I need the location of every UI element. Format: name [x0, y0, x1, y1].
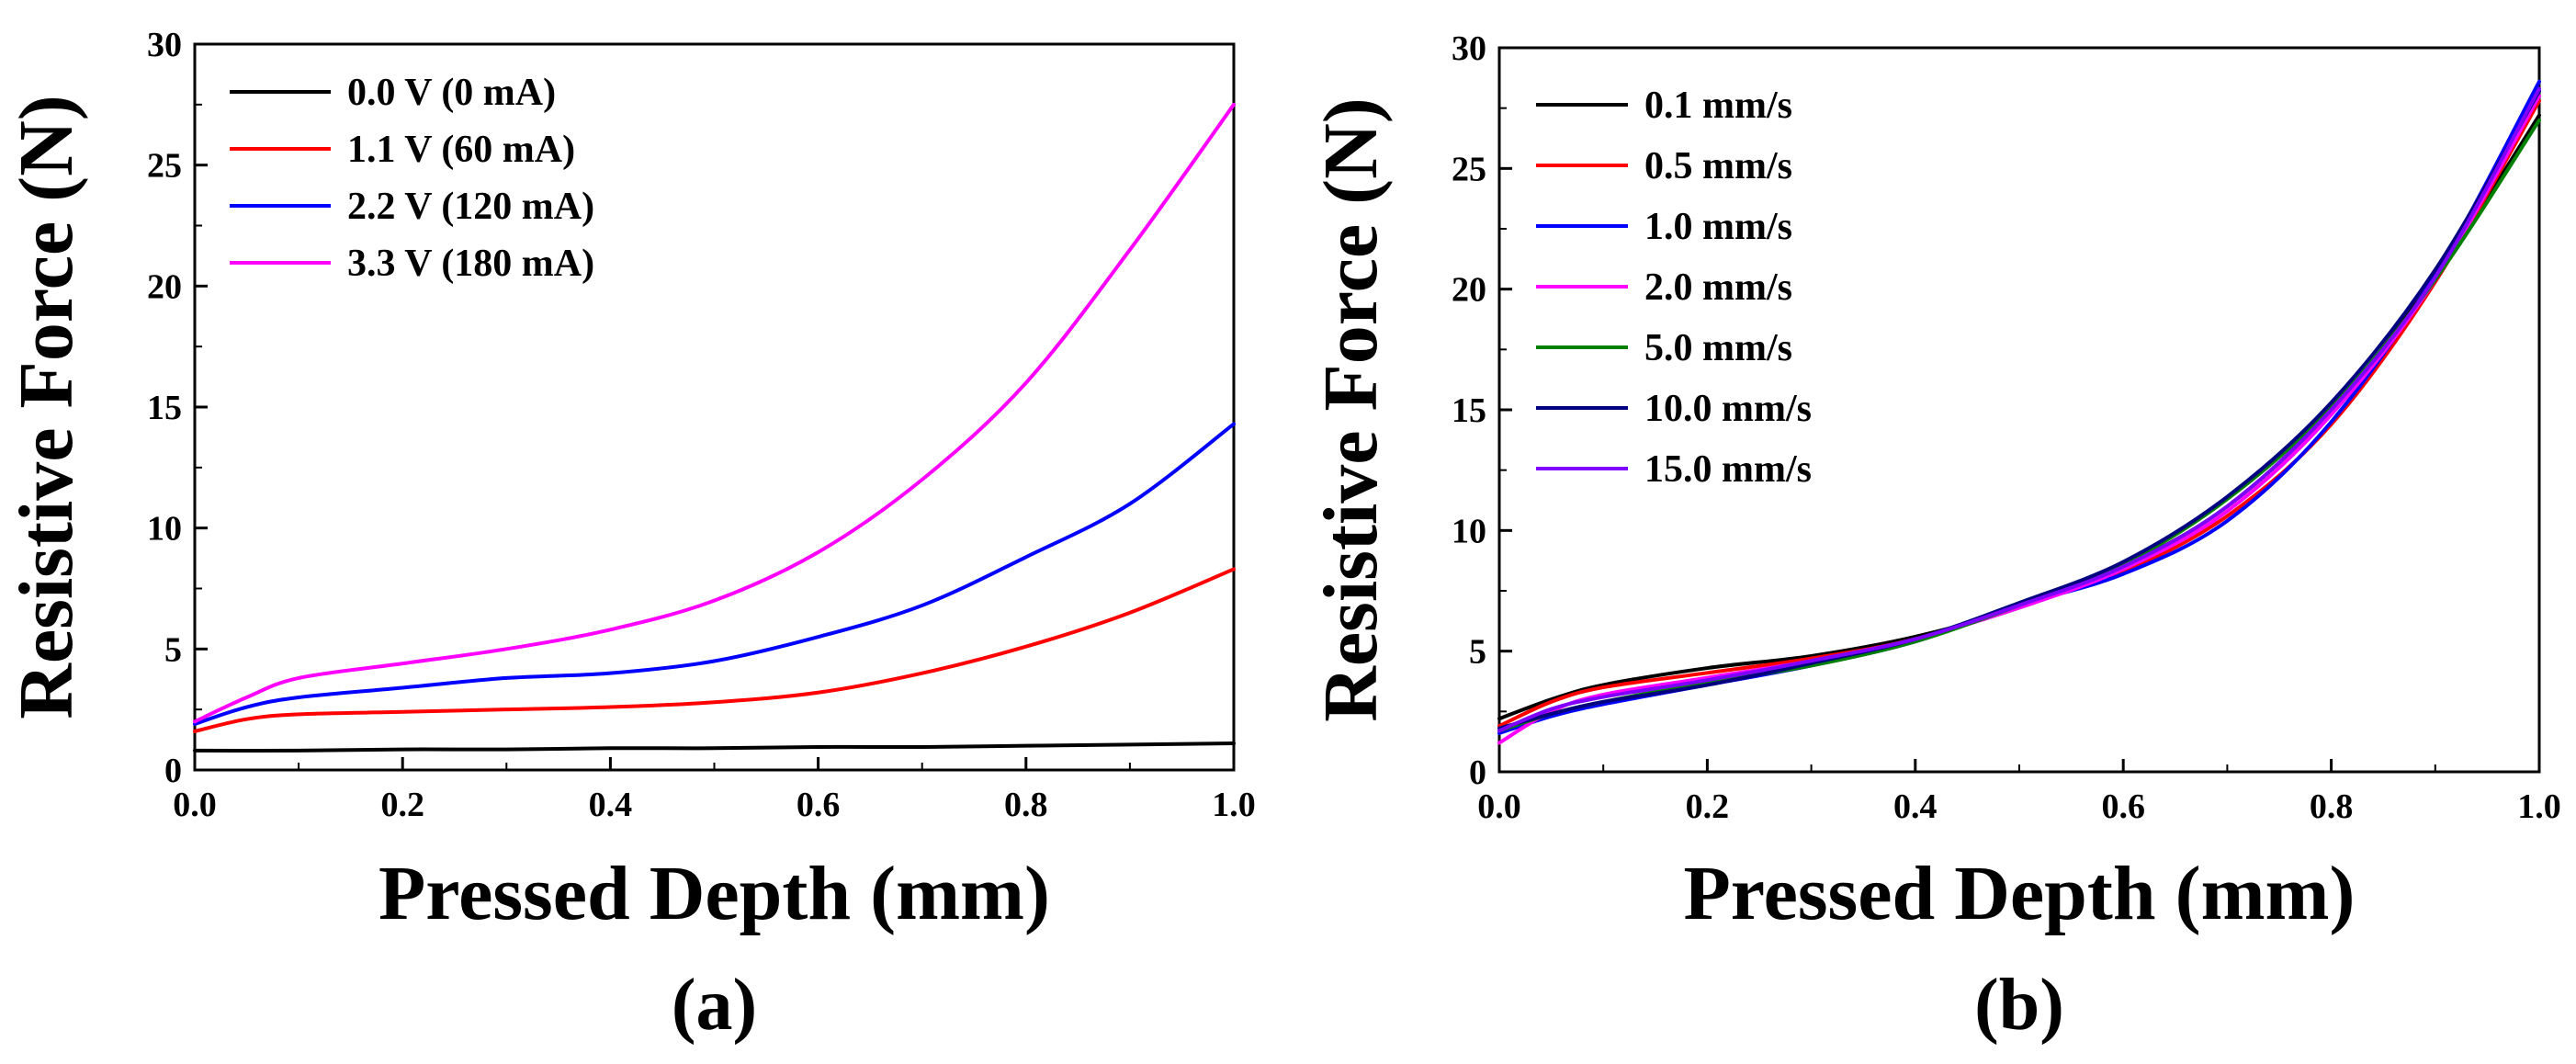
- y-tick-label: 30: [1452, 29, 1486, 68]
- y-tick-label: 10: [1452, 512, 1486, 550]
- x-tick-label: 1.0: [2517, 787, 2561, 826]
- legend-label: 0.0 V (0 mA): [347, 72, 556, 114]
- y-tick-label: 15: [147, 389, 182, 427]
- series-line: [1497, 94, 2541, 745]
- x-axis-label: Pressed Depth (mm): [1684, 851, 2356, 936]
- y-tick-label: 20: [1452, 271, 1486, 310]
- y-tick-label: 0: [1469, 753, 1486, 792]
- y-tick-label: 30: [147, 26, 182, 64]
- x-tick-label: 0.2: [1686, 787, 1730, 826]
- y-tick-label: 0: [164, 752, 182, 790]
- legend-label: 0.5 mm/s: [1644, 145, 1792, 187]
- series-line: [193, 422, 1236, 726]
- y-axis-label: Resistive Force (N): [4, 95, 89, 719]
- legend-label: 2.2 V (120 mA): [347, 186, 594, 228]
- y-tick-label: 20: [147, 267, 182, 306]
- panel-label: (b): [1974, 965, 2064, 1046]
- legend-label: 15.0 mm/s: [1644, 448, 1812, 491]
- legend-label: 10.0 mm/s: [1644, 388, 1812, 430]
- x-tick-label: 0.6: [2101, 787, 2145, 826]
- x-tick-label: 0.8: [1004, 786, 1048, 824]
- legend-label: 2.0 mm/s: [1644, 266, 1792, 309]
- y-tick-label: 5: [1469, 633, 1486, 672]
- series-line: [193, 102, 1236, 724]
- x-tick-label: 0.4: [1893, 787, 1938, 826]
- y-tick-label: 5: [164, 630, 182, 669]
- y-tick-label: 15: [1452, 391, 1486, 430]
- legend-label: 3.3 V (180 mA): [347, 243, 594, 285]
- x-tick-label: 0.2: [380, 786, 424, 824]
- series-line: [193, 741, 1236, 753]
- panel-a: 0.0 0.2 0.4 0.6 0.8 1.0 0 5 10 15 20 25 30 0.0 V (0 m…: [4, 26, 1256, 1046]
- y-tick-label: 25: [1452, 150, 1486, 188]
- legend-label: 1.1 V (60 mA): [347, 129, 575, 171]
- x-tick-label: 1.0: [1212, 786, 1256, 824]
- x-axis-label: Pressed Depth (mm): [378, 851, 1050, 936]
- x-tick-label: 0.0: [173, 786, 217, 824]
- x-tick-label: 0.8: [2310, 787, 2354, 826]
- y-axis-label: Resistive Force (N): [1308, 97, 1394, 722]
- y-tick-label: 25: [147, 147, 182, 186]
- series-line: [193, 567, 1236, 733]
- series-line: [1497, 86, 2541, 733]
- legend-label: 1.0 mm/s: [1644, 206, 1792, 248]
- y-tick-label: 10: [147, 510, 182, 549]
- panel-b: 0.0 0.2 0.4 0.6 0.8 1.0 0 5 10 15 20 25 30 0.1 mm/s 0.…: [1308, 29, 2561, 1046]
- x-tick-label: 0.6: [797, 786, 841, 824]
- panel-label: (a): [672, 965, 757, 1046]
- series-line: [1497, 89, 2541, 730]
- x-tick-label: 0.0: [1477, 787, 1521, 826]
- x-tick-label: 0.4: [589, 786, 633, 824]
- legend-label: 0.1 mm/s: [1644, 85, 1792, 127]
- legend-label: 5.0 mm/s: [1644, 327, 1792, 369]
